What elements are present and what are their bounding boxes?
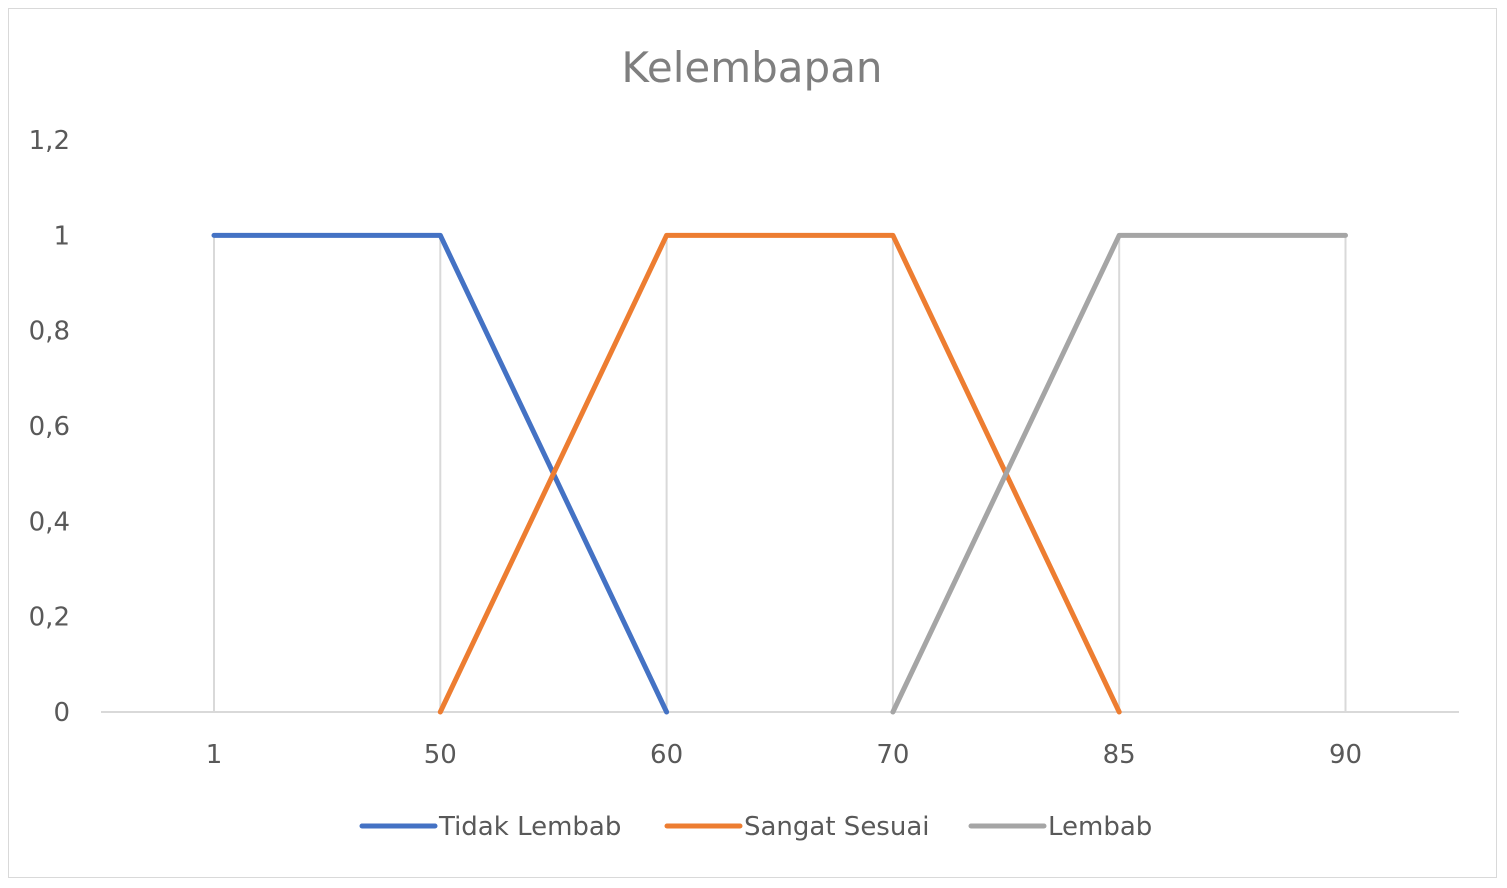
legend-label: Tidak Lembab (438, 812, 621, 842)
grid-layer (213, 235, 1347, 712)
series-line (890, 232, 1348, 715)
series-line (437, 232, 1122, 715)
y-tick-label: 1,2 (29, 126, 70, 156)
legend: Tidak Lembab Sangat Sesuai Lembab (359, 812, 1152, 842)
y-tick-label: 0,8 (29, 317, 70, 347)
y-tick-label: 0,4 (29, 507, 70, 537)
y-tick-label: 1 (53, 221, 70, 251)
x-tick-label: 70 (876, 740, 909, 770)
x-tick-label: 50 (424, 740, 457, 770)
series-layer (211, 232, 1348, 715)
chart-frame (8, 8, 1497, 878)
x-tick-label: 90 (1329, 740, 1362, 770)
legend-label: Sangat Sesuai (744, 812, 930, 842)
y-tick-label: 0,2 (29, 603, 70, 633)
legend-entry: Lembab (968, 812, 1152, 842)
legend-label: Lembab (1048, 812, 1152, 842)
legend-entry: Sangat Sesuai (664, 812, 930, 842)
x-tick-label: 1 (206, 740, 223, 770)
chart-title: Kelembapan (621, 43, 882, 92)
axis-layer: 0 0,2 0,4 0,6 0,8 1 1,2 1 50 60 70 85 90 (29, 126, 1459, 770)
x-tick-label: 60 (650, 740, 683, 770)
y-tick-label: 0 (53, 698, 70, 728)
series-line (211, 232, 670, 715)
x-tick-label: 85 (1103, 740, 1136, 770)
y-tick-label: 0,6 (29, 412, 70, 442)
legend-entry: Tidak Lembab (359, 812, 621, 842)
